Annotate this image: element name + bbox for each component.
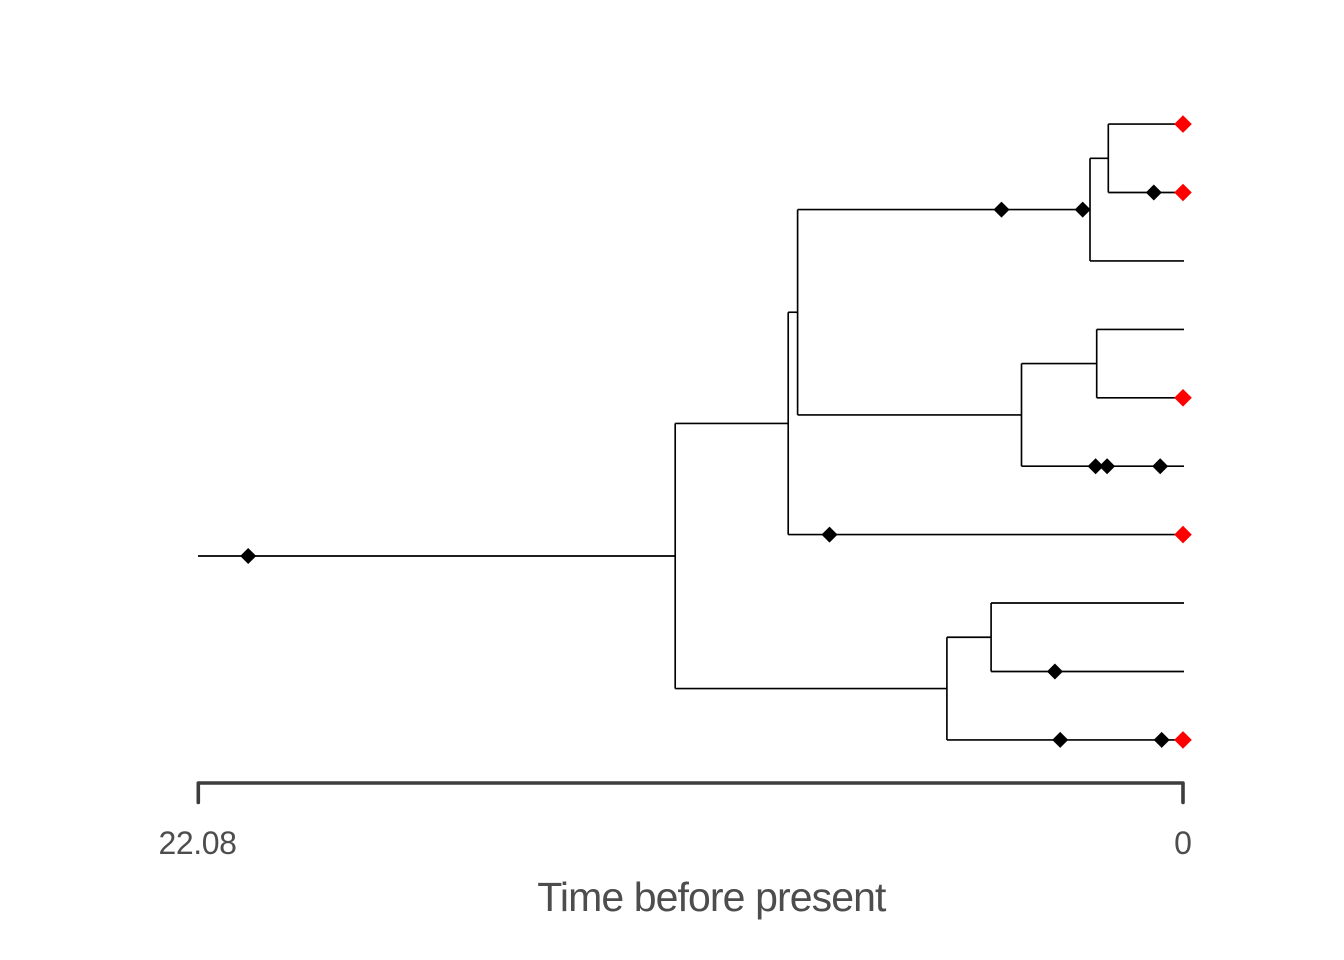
svg-text:Time before present: Time before present — [537, 874, 887, 920]
svg-text:22.08: 22.08 — [158, 825, 236, 861]
svg-text:0: 0 — [1174, 825, 1192, 861]
